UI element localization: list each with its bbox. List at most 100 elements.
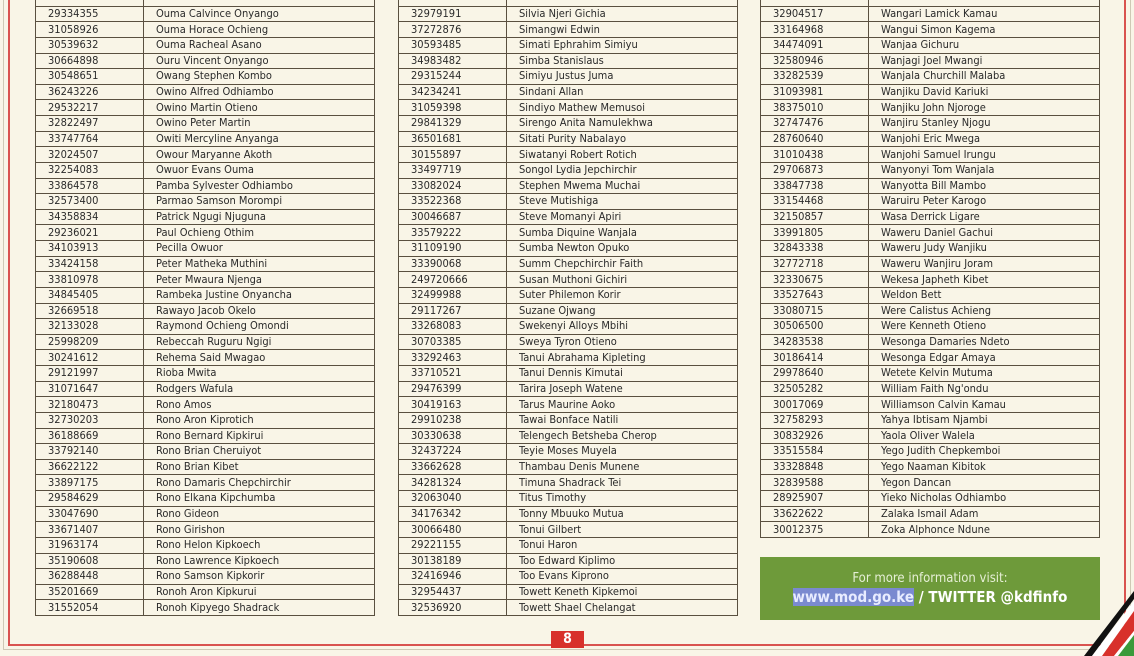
- person-name: Rambeka Justine Onyancha: [143, 286, 375, 304]
- table-row: 32839588 Yegon Dancan: [760, 474, 1100, 491]
- id-number: 30012375: [760, 521, 869, 538]
- id-number: 29706873: [760, 161, 869, 179]
- table-row: 29315244 Simiyu Justus Juma: [398, 68, 738, 85]
- id-number: 29236021: [35, 224, 144, 241]
- id-number: 38375010: [760, 99, 869, 116]
- id-number: 30155897: [398, 146, 507, 163]
- person-name: Ouru Vincent Onyango: [143, 52, 375, 70]
- person-name: Yego Naaman Kibitok: [868, 458, 1100, 476]
- id-number: 30506500: [760, 318, 869, 335]
- person-name: Silvia Njeri Gichia: [506, 5, 738, 23]
- table-row: 33328848 Yego Naaman Kibitok: [760, 458, 1100, 476]
- table-row: 32416946 Too Evans Kiprono: [398, 568, 738, 585]
- person-name: Towett Shael Chelangat: [506, 599, 738, 616]
- person-name: Too Evans Kiprono: [506, 568, 738, 585]
- person-name: Yegon Dancan: [868, 474, 1100, 491]
- person-name: Sirengo Anita Namulekhwa: [506, 115, 738, 132]
- id-number: 32133028: [35, 318, 144, 335]
- table-row: 25998209 Rebeccah Ruguru Ngigi: [35, 333, 375, 351]
- table-row: 33268083 Swekenyi Alloys Mbihi: [398, 318, 738, 335]
- twitter-handle[interactable]: TWITTER @kdfinfo: [928, 588, 1068, 606]
- person-name: Ronoh Aron Kipkurui: [143, 583, 375, 601]
- table-row: 32843338 Waweru Judy Wanjiku: [760, 240, 1100, 257]
- table-row: 31010438 Wanjohi Samuel Irungu: [760, 146, 1100, 163]
- table-row: 33897175 Rono Damaris Chepchirchir: [35, 474, 375, 491]
- id-number: 35190608: [35, 552, 144, 570]
- table-row: 34234241 Sindani Allan: [398, 83, 738, 101]
- page-number: 8: [551, 631, 584, 648]
- person-name: Waruiru Peter Karogo: [868, 193, 1100, 210]
- person-name: Rebeccah Ruguru Ngigi: [143, 333, 375, 351]
- id-number: 33522368: [398, 193, 507, 210]
- person-name: Owour Maryanne Akoth: [143, 146, 375, 163]
- table-row: 33515584 Yego Judith Chepkemboi: [760, 443, 1100, 460]
- id-number: 34281324: [398, 474, 507, 491]
- table-row: 33864578 Pamba Sylvester Odhiambo: [35, 177, 375, 195]
- person-name: Swekenyi Alloys Mbihi: [506, 318, 738, 335]
- person-name: Parmao Samson Morompi: [143, 193, 375, 210]
- table-row: 33792140 Rono Brian Cheruiyot: [35, 443, 375, 460]
- table-row: 30664898 Ouru Vincent Onyango: [35, 52, 375, 70]
- person-name: Rono Girishon: [143, 521, 375, 538]
- id-number: 29117267: [398, 302, 507, 320]
- person-name: Williamson Calvin Kamau: [868, 396, 1100, 413]
- table-row: 30506500 Were Kenneth Otieno: [760, 318, 1100, 335]
- person-name: Sitati Purity Nabalayo: [506, 130, 738, 148]
- table-row: 30539632 Ouma Racheal Asano: [35, 36, 375, 54]
- id-number: 29978640: [760, 365, 869, 382]
- website-link[interactable]: www.mod.go.ke: [792, 588, 915, 606]
- person-name: Peter Mwaura Njenga: [143, 271, 375, 288]
- table-row: 30012375 Zoka Alphonce Ndune: [760, 521, 1100, 538]
- id-number: 33527643: [760, 286, 869, 304]
- table-row: 33622622 Zalaka Ismail Adam: [760, 505, 1100, 523]
- id-number: 29532217: [35, 99, 144, 116]
- table-row: 34845405 Rambeka Justine Onyancha: [35, 286, 375, 304]
- person-name: Towett Keneth Kipkemoi: [506, 583, 738, 601]
- person-name: Timuna Shadrack Tei: [506, 474, 738, 491]
- person-name: Owino Peter Martin: [143, 115, 375, 132]
- id-number: 36243226: [35, 83, 144, 101]
- person-name: Sindiyo Mathew Memusoi: [506, 99, 738, 116]
- id-number: 32536920: [398, 599, 507, 616]
- person-name: Sumba Newton Opuko: [506, 240, 738, 257]
- table-row: 29706873 Wanyonyi Tom Wanjala: [760, 161, 1100, 179]
- id-number: 29584629: [35, 490, 144, 507]
- names-table-1: 29334355 Ouma Calvince Onyango 31058926 Oum…: [35, 0, 375, 616]
- table-row: 32904517 Wangari Lamick Kamau: [760, 5, 1100, 23]
- table-row: 31109190 Sumba Newton Opuko: [398, 240, 738, 257]
- table-row: 29334355 Ouma Calvince Onyango: [35, 5, 375, 23]
- person-name: William Faith Ng'ondu: [868, 380, 1100, 398]
- table-row: 32954437 Towett Keneth Kipkemoi: [398, 583, 738, 601]
- table-row: 33810978 Peter Mwaura Njenga: [35, 271, 375, 288]
- table-row: 29978640 Wetete Kelvin Mutuma: [760, 365, 1100, 382]
- person-name: Rono Aron Kiprotich: [143, 411, 375, 429]
- table-row: 30138189 Too Edward Kiplimo: [398, 552, 738, 570]
- person-name: Wanjiru Stanley Njogu: [868, 115, 1100, 132]
- person-name: Rono Bernard Kipkirui: [143, 427, 375, 445]
- table-row: 38375010 Wanjiku John Njoroge: [760, 99, 1100, 116]
- person-name: Wanjiku David Kariuki: [868, 83, 1100, 101]
- table-row: 32505282 William Faith Ng'ondu: [760, 380, 1100, 398]
- person-name: Rehema Said Mwagao: [143, 349, 375, 366]
- person-name: Yieko Nicholas Odhiambo: [868, 490, 1100, 507]
- id-number: 33164968: [760, 21, 869, 38]
- person-name: Songol Lydia Jepchirchir: [506, 161, 738, 179]
- id-number: 31071647: [35, 380, 144, 398]
- id-number: 33991805: [760, 224, 869, 241]
- person-name: Rioba Mwita: [143, 365, 375, 382]
- person-name: Wanyonyi Tom Wanjala: [868, 161, 1100, 179]
- person-name: Thambau Denis Munene: [506, 458, 738, 476]
- person-name: Were Calistus Achieng: [868, 302, 1100, 320]
- person-name: Simiyu Justus Juma: [506, 68, 738, 85]
- table-row: 33292463 Tanui Abrahama Kipleting: [398, 349, 738, 366]
- table-row: 30832926 Yaola Oliver Walela: [760, 427, 1100, 445]
- person-name: Rono Elkana Kipchumba: [143, 490, 375, 507]
- id-number: 31010438: [760, 146, 869, 163]
- table-row: 32730203 Rono Aron Kiprotich: [35, 411, 375, 429]
- table-row: 29476399 Tarira Joseph Watene: [398, 380, 738, 398]
- table-row: 29910238 Tawai Bonface Natili: [398, 411, 738, 429]
- person-name: Summ Chepchirchir Faith: [506, 255, 738, 273]
- table-row: 33527643 Weldon Bett: [760, 286, 1100, 304]
- person-name: Sindani Allan: [506, 83, 738, 101]
